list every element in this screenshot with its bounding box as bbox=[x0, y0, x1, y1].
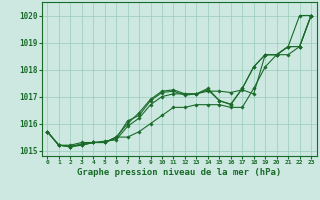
X-axis label: Graphe pression niveau de la mer (hPa): Graphe pression niveau de la mer (hPa) bbox=[77, 168, 281, 177]
